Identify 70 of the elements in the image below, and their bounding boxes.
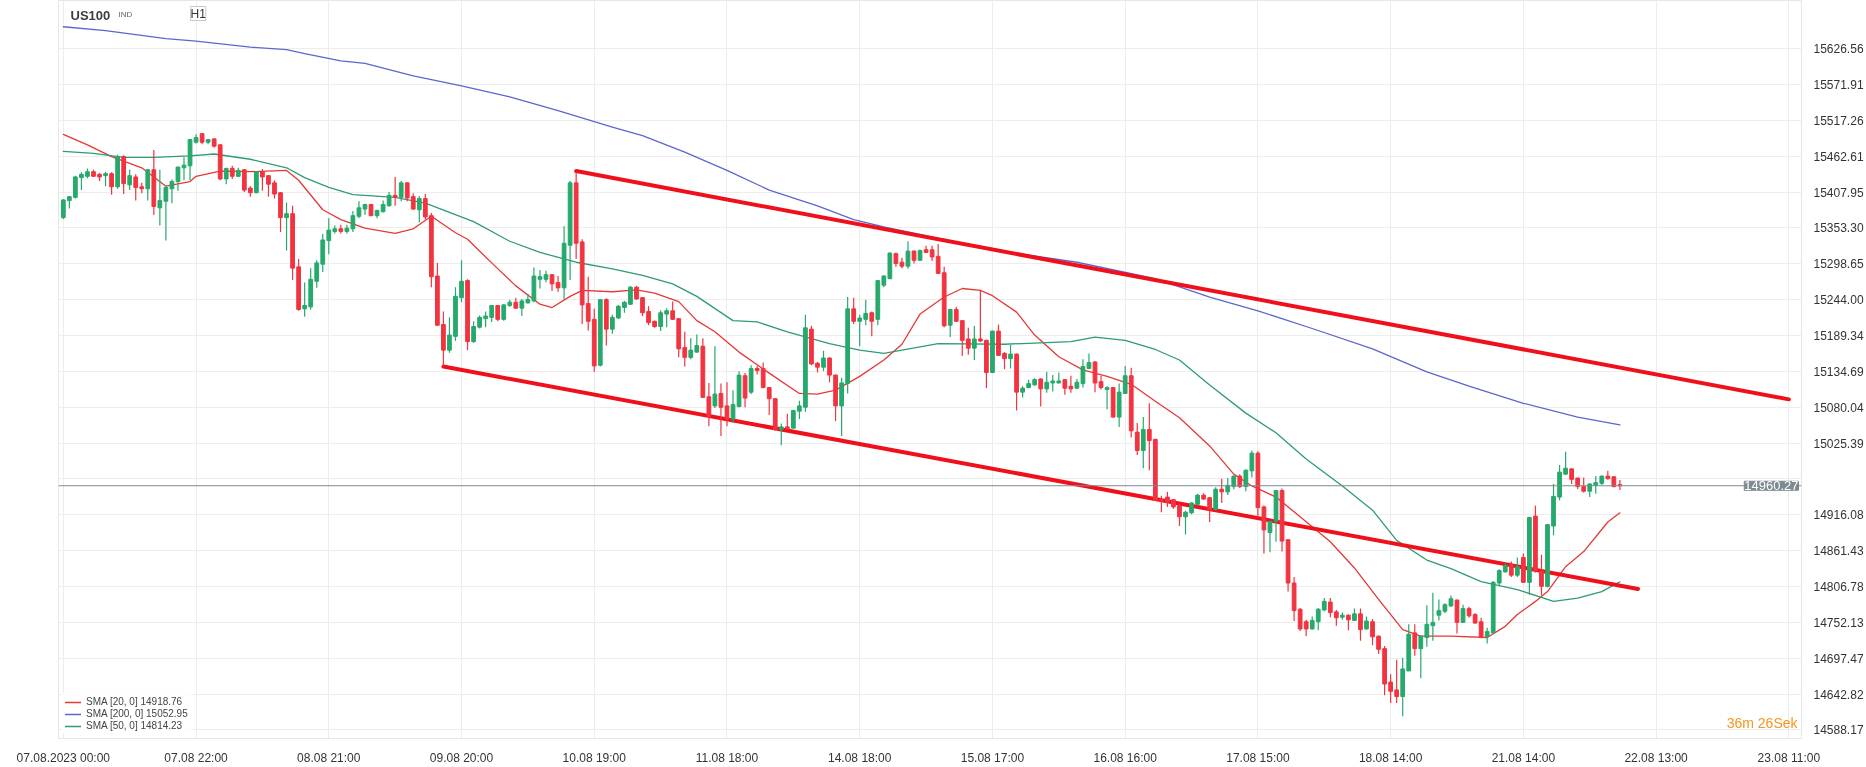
x-tick-label: 16.08 16:00 [1093, 750, 1158, 765]
y-tick-label: 15353.30 [1813, 221, 1864, 236]
legend-label: SMA [20, 0] 14918.76 [86, 696, 183, 707]
y-tick-label: 14806.78 [1813, 579, 1864, 594]
y-tick-label: 15571.91 [1813, 78, 1864, 93]
candlestick [1514, 556, 1520, 578]
legend-label: SMA [50, 0] 14814.23 [86, 720, 183, 731]
x-tick-label: 18.08 14:00 [1358, 750, 1423, 765]
y-tick-label: 15189.34 [1813, 328, 1864, 343]
candlestick [821, 350, 826, 372]
candlestick [778, 423, 784, 446]
x-tick-label: 15.08 17:00 [960, 750, 1025, 765]
candlestick [127, 169, 133, 191]
ref-line-label: 14960.27 [1744, 478, 1799, 494]
x-tick-label: 07.08.2023 00:00 [16, 750, 111, 765]
x-tick-label: 08.08 21:00 [297, 750, 361, 765]
y-tick-label: 14861.43 [1813, 544, 1864, 559]
y-tick-label: 14697.47 [1813, 651, 1864, 666]
annotation: H1 [190, 6, 207, 21]
candlestick [1219, 478, 1225, 504]
y-tick-label: 15626.56 [1813, 42, 1864, 57]
candlestick [1134, 422, 1140, 456]
y-tick-label: 14916.08 [1813, 508, 1864, 523]
y-tick-label: 15244.00 [1813, 293, 1864, 308]
legend-label: SMA [200, 0] 15052.95 [86, 708, 188, 719]
candlestick [1267, 520, 1273, 553]
candlestick [712, 345, 718, 409]
candlestick [1454, 598, 1460, 635]
x-tick-label: 11.08 18:00 [695, 750, 759, 765]
y-tick-label: 15407.95 [1813, 185, 1864, 200]
y-tick-label: 14752.13 [1813, 615, 1864, 630]
candlestick [971, 325, 977, 361]
text: IND [118, 9, 133, 19]
x-tick-label: 21.08 14:00 [1491, 750, 1556, 765]
text: US100 [70, 7, 111, 23]
y-tick-label: 14642.82 [1813, 687, 1864, 702]
x-tick-label: 17.08 15:00 [1226, 750, 1290, 765]
x-tick-label: 09.08 20:00 [429, 750, 494, 765]
y-tick-label: 15134.69 [1813, 364, 1864, 379]
y-tick-label: 15298.65 [1813, 257, 1864, 272]
x-tick-label: 22.08 13:00 [1624, 750, 1689, 765]
candlestick [284, 201, 289, 252]
candlestick [869, 310, 875, 337]
candlestick [1038, 377, 1044, 408]
candlestick [145, 168, 151, 202]
candlestick [1358, 608, 1363, 642]
candlestick [947, 308, 953, 338]
candlestick [851, 297, 857, 325]
line-series [62, 26, 1621, 426]
y-tick-label: 14588.17 [1813, 723, 1864, 738]
candlestick [742, 372, 748, 408]
candlestick [905, 240, 911, 270]
candlestick [1412, 623, 1418, 657]
candlestick [1140, 416, 1146, 469]
candlestick [392, 176, 398, 207]
annotation: 36m 26Sek [1726, 714, 1799, 731]
candlestick [109, 171, 114, 196]
y-tick-label: 15517.26 [1813, 113, 1864, 128]
candlestick [1008, 344, 1013, 370]
candlestick [398, 180, 404, 202]
y-tick-label: 15462.61 [1813, 149, 1864, 164]
candlestick [1104, 385, 1110, 410]
candlestick [416, 195, 422, 223]
candlestick [748, 364, 754, 395]
x-tick-label: 07.08 22:00 [164, 750, 229, 765]
x-tick-label: 23.08 11:00 [1757, 750, 1821, 765]
y-tick-label: 15080.04 [1813, 400, 1864, 415]
y-tick-label: 15025.39 [1813, 436, 1864, 451]
x-tick-label: 14.08 18:00 [828, 750, 892, 765]
x-tick-label: 10.08 19:00 [562, 750, 627, 765]
